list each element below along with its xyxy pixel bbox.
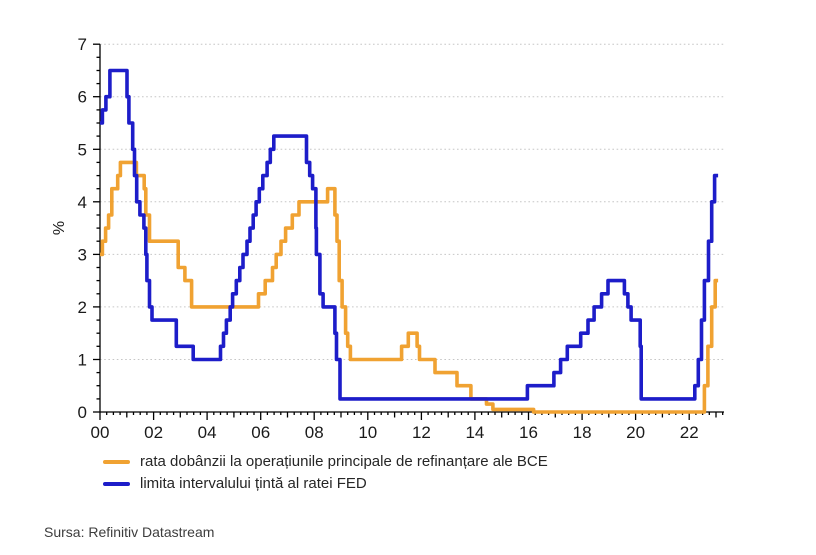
gridlines <box>100 43 724 360</box>
svg-text:7: 7 <box>78 35 87 54</box>
legend-item-fed: limita intervalului țintă al ratei FED <box>103 474 548 494</box>
chart-legend: rata dobânzii la operațiunile principale… <box>103 452 548 494</box>
svg-text:4: 4 <box>78 193 87 212</box>
svg-text:18: 18 <box>573 423 592 442</box>
legend-swatch-fed-icon <box>103 482 130 486</box>
svg-text:5: 5 <box>78 140 87 159</box>
series-line-fed <box>100 68 719 401</box>
svg-text:22: 22 <box>680 423 699 442</box>
svg-text:14: 14 <box>465 423 484 442</box>
svg-text:1: 1 <box>78 351 87 370</box>
axes <box>93 43 724 420</box>
svg-text:00: 00 <box>91 423 110 442</box>
legend-item-bce: rata dobânzii la operațiunile principale… <box>103 452 548 472</box>
svg-text:08: 08 <box>305 423 324 442</box>
svg-text:0: 0 <box>78 403 87 422</box>
source-note: Sursa: Refinitiv Datastream <box>44 524 215 540</box>
svg-text:02: 02 <box>144 423 163 442</box>
svg-text:6: 6 <box>78 88 87 107</box>
legend-label-bce: rata dobânzii la operațiunile principale… <box>140 453 548 470</box>
svg-text:20: 20 <box>626 423 645 442</box>
legend-label-fed: limita intervalului țintă al ratei FED <box>140 475 367 492</box>
svg-text:04: 04 <box>198 423 217 442</box>
svg-text:12: 12 <box>412 423 431 442</box>
svg-text:16: 16 <box>519 423 538 442</box>
svg-text:06: 06 <box>251 423 270 442</box>
legend-swatch-bce-icon <box>103 460 130 464</box>
y-axis-label: % <box>51 221 68 235</box>
svg-text:3: 3 <box>78 245 87 264</box>
svg-text:10: 10 <box>358 423 377 442</box>
svg-text:2: 2 <box>78 298 87 317</box>
